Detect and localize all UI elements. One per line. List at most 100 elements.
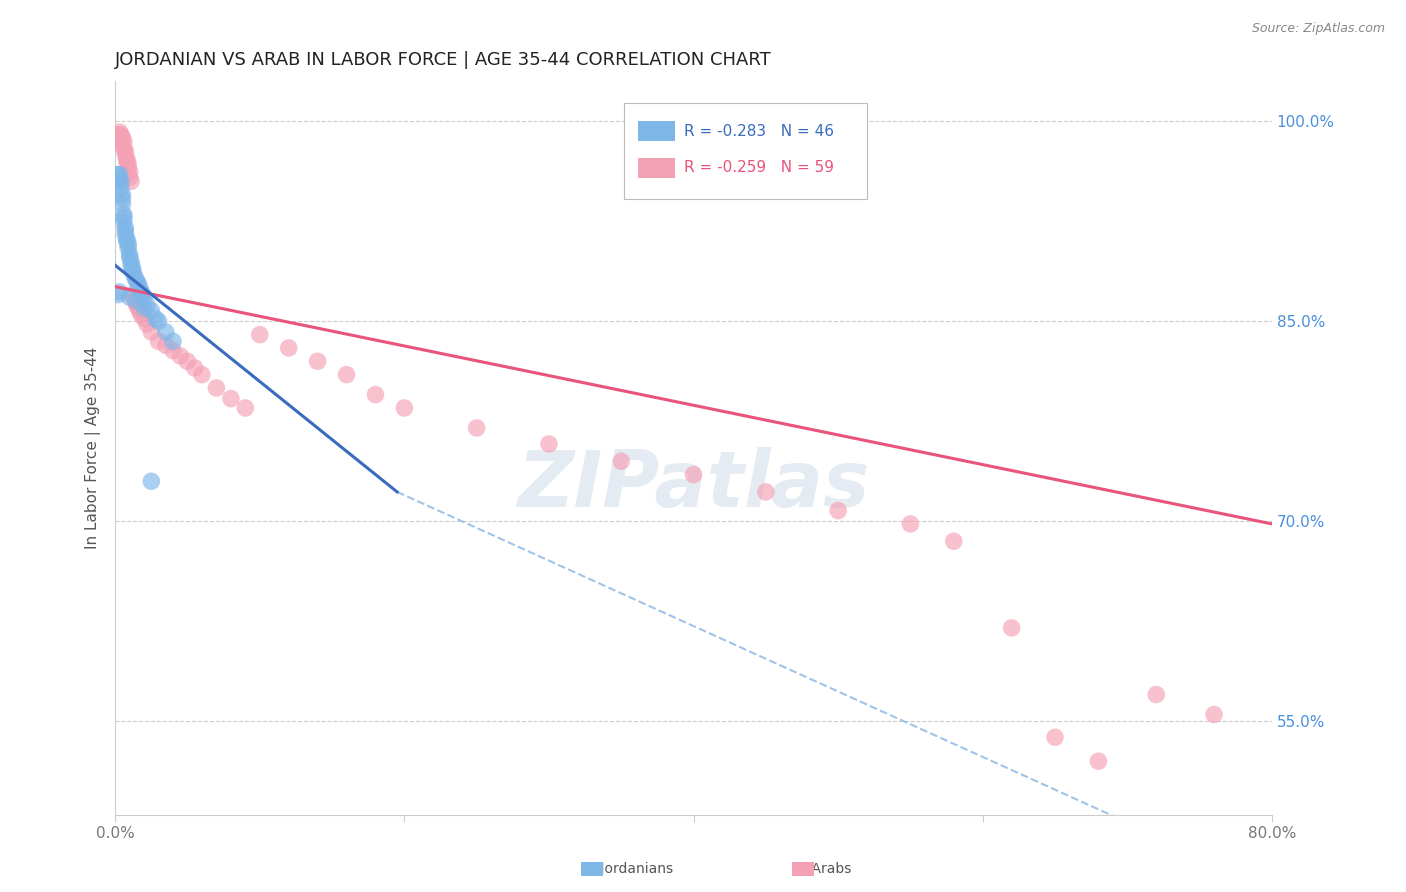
Point xyxy=(169,349,191,363)
Point xyxy=(127,277,149,291)
Point xyxy=(115,232,138,246)
Point xyxy=(162,334,184,349)
Point xyxy=(108,168,131,182)
Point xyxy=(124,271,146,285)
Point xyxy=(112,141,135,155)
Point xyxy=(108,285,131,299)
Point xyxy=(141,475,163,489)
Point xyxy=(233,401,256,415)
Point xyxy=(115,152,138,166)
Point xyxy=(114,221,136,235)
Text: JORDANIAN VS ARAB IN LABOR FORCE | AGE 35-44 CORRELATION CHART: JORDANIAN VS ARAB IN LABOR FORCE | AGE 3… xyxy=(115,51,772,69)
Point xyxy=(118,170,141,185)
Point xyxy=(108,174,131,188)
Point xyxy=(112,134,135,148)
Point xyxy=(118,250,141,264)
Point xyxy=(107,287,129,301)
Text: R = -0.259   N = 59: R = -0.259 N = 59 xyxy=(685,161,834,176)
Point xyxy=(131,287,153,301)
Point xyxy=(110,128,132,142)
Point xyxy=(205,381,228,395)
Point xyxy=(115,154,138,169)
Point xyxy=(107,134,129,148)
Point xyxy=(120,174,142,188)
Point xyxy=(124,294,146,309)
Point xyxy=(125,274,148,288)
Point xyxy=(112,208,135,222)
Point xyxy=(162,343,184,358)
Point xyxy=(105,128,128,142)
Point xyxy=(118,290,141,304)
Point xyxy=(118,165,141,179)
Point xyxy=(145,311,167,326)
Point xyxy=(122,268,145,282)
Point xyxy=(110,181,132,195)
Point xyxy=(121,263,143,277)
Point xyxy=(148,314,170,328)
Point xyxy=(118,247,141,261)
Point xyxy=(191,368,214,382)
Text: ZIPatlas: ZIPatlas xyxy=(517,447,870,523)
Point xyxy=(114,224,136,238)
Point xyxy=(129,308,152,322)
Point xyxy=(176,354,198,368)
Point xyxy=(132,290,155,304)
Point xyxy=(136,317,159,331)
Point xyxy=(111,138,134,153)
Text: Jordanians: Jordanians xyxy=(583,862,673,876)
Point xyxy=(117,161,139,175)
Point xyxy=(148,334,170,349)
Point xyxy=(364,387,387,401)
Text: R = -0.283   N = 46: R = -0.283 N = 46 xyxy=(685,124,834,138)
Point xyxy=(537,437,560,451)
Point xyxy=(120,258,142,272)
Point xyxy=(107,168,129,182)
Point xyxy=(111,192,134,206)
Point xyxy=(111,130,134,145)
Point xyxy=(335,368,357,382)
Point xyxy=(121,260,143,275)
Point xyxy=(110,174,132,188)
Point xyxy=(1202,707,1225,722)
Point xyxy=(942,534,965,549)
Point xyxy=(111,197,134,211)
Bar xyxy=(638,121,675,142)
Point xyxy=(114,144,136,158)
Point xyxy=(307,354,329,368)
Point xyxy=(111,187,134,202)
Point xyxy=(112,211,135,225)
Point xyxy=(115,235,138,249)
Point xyxy=(155,325,177,339)
Point xyxy=(122,290,145,304)
Point xyxy=(141,325,163,339)
Point xyxy=(129,285,152,299)
Point xyxy=(183,360,205,375)
Point xyxy=(155,338,177,352)
Point xyxy=(108,125,131,139)
Point xyxy=(1087,754,1109,768)
Point xyxy=(1001,621,1024,635)
Point xyxy=(136,298,159,312)
Text: Arabs: Arabs xyxy=(794,862,852,876)
Point xyxy=(1144,688,1167,702)
Point xyxy=(394,401,416,415)
Point xyxy=(128,303,150,318)
Point xyxy=(107,174,129,188)
Point xyxy=(277,341,299,355)
Y-axis label: In Labor Force | Age 35-44: In Labor Force | Age 35-44 xyxy=(86,347,101,549)
Point xyxy=(128,281,150,295)
Point xyxy=(900,516,922,531)
Point xyxy=(105,168,128,182)
Point xyxy=(755,484,778,499)
Point xyxy=(107,128,129,142)
Point xyxy=(117,157,139,171)
Point xyxy=(1043,730,1066,744)
Point xyxy=(112,214,135,228)
Point xyxy=(219,392,242,406)
Point xyxy=(125,294,148,309)
Point xyxy=(827,503,849,517)
Point xyxy=(117,237,139,252)
Point xyxy=(465,421,488,435)
Point xyxy=(610,454,633,468)
Point xyxy=(117,241,139,255)
